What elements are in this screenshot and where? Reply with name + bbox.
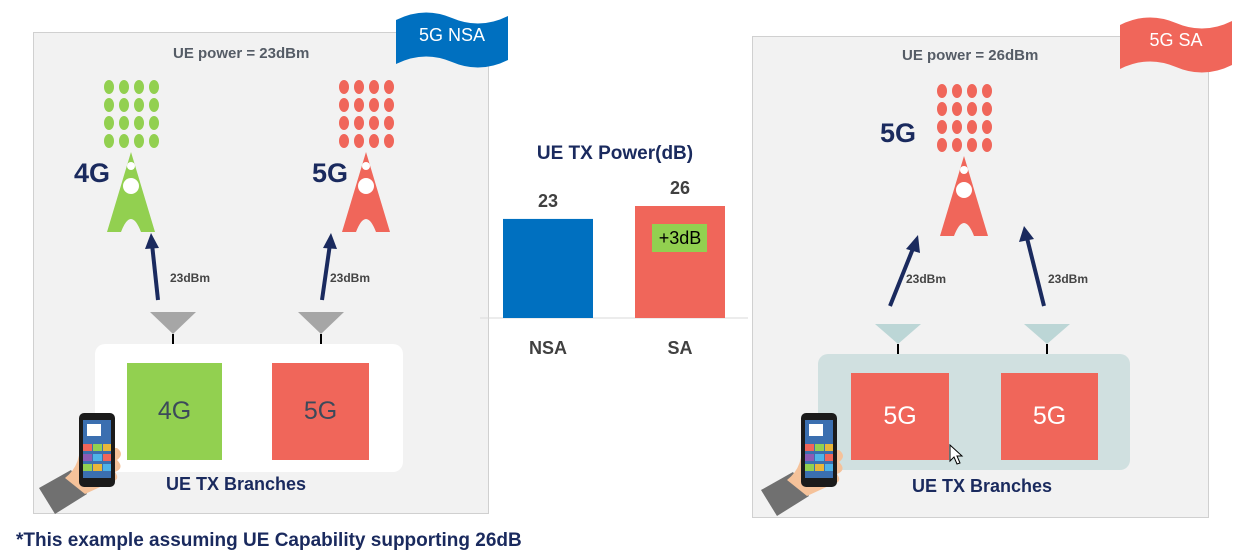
nsa-ue-power: UE power = 23dBm [173,45,310,62]
nsa-link-5g-label: 23dBm [330,271,371,285]
tower-sa-5g-icon [937,84,992,236]
nsa-branches-title: UE TX Branches [166,474,307,494]
category-label: SA [667,338,692,358]
footnote: *This example assuming UE Capability sup… [16,530,522,551]
annotation-box [652,224,707,252]
nsa-flag: 5G NSA [418,25,486,45]
sa-link-1-label: 23dBm [906,272,947,286]
bar-value-label: 23 [538,191,558,211]
bar-value-label: 26 [670,178,690,198]
tower-4g-label: 4G [74,158,111,188]
sa-ue-power: UE power = 26dBm [902,47,1039,64]
nsa-branch-4g: 4G [127,363,222,460]
tower-4g-icon [104,80,159,232]
sa-branch-2: 5G [1001,373,1098,460]
nsa-link-4g-label: 23dBm [170,271,211,285]
chart-title: UE TX Power(dB) [536,143,694,164]
sa-branches-title: UE TX Branches [912,476,1053,496]
category-label: NSA [529,338,567,358]
nsa-branch-5g: 5G [272,363,369,460]
hand-phone-icon [39,413,121,514]
nsa-flag-icon [396,12,508,68]
sa-flag-icon [1120,17,1232,73]
tower-sa-5g-label: 5G [880,118,917,148]
tower-5g-icon [339,80,394,232]
sa-link-2-label: 23dBm [1048,272,1089,286]
annotation-label: +3dB [659,228,702,248]
mouse-cursor-icon [949,443,964,465]
tower-5g-label: 5G [312,158,349,188]
sa-branch-1: 5G [851,373,949,460]
bar-nsa [503,218,593,318]
tx-power-chart: 23 NSA 26 SA +3dB [480,178,748,358]
sa-flag: 5G SA [1149,30,1203,50]
sa-hand-phone-icon [761,413,843,516]
